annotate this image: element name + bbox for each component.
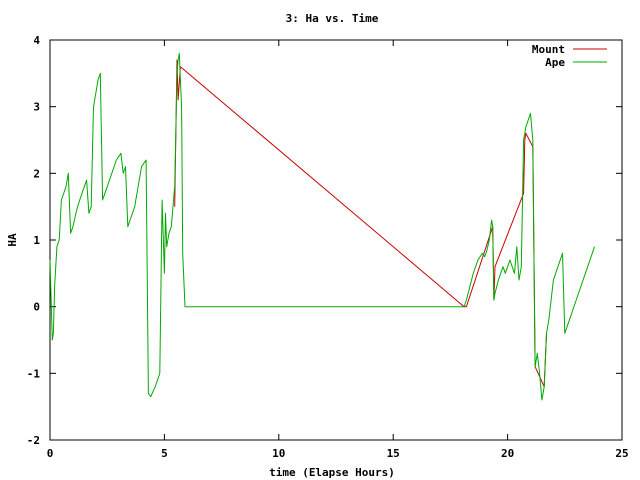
chart-title: 3: Ha vs. Time bbox=[286, 12, 379, 25]
x-tick-label: 20 bbox=[501, 447, 514, 460]
y-axis-label: HA bbox=[6, 233, 19, 247]
x-tick-label: 5 bbox=[161, 447, 168, 460]
y-tick-label: 4 bbox=[33, 34, 40, 47]
y-tick-label: 3 bbox=[33, 101, 40, 114]
x-tick-label: 15 bbox=[387, 447, 400, 460]
y-tick-label: -2 bbox=[27, 434, 40, 447]
x-axis-label: time (Elapse Hours) bbox=[269, 466, 395, 479]
y-tick-label: 1 bbox=[33, 234, 40, 247]
plot-frame bbox=[49, 39, 623, 441]
x-tick-label: 25 bbox=[615, 447, 628, 460]
y-tick-label: 0 bbox=[33, 301, 40, 314]
legend-label: Ape bbox=[545, 56, 565, 69]
axis-ticks: 0 5 10 15 20 25 -2 -1 0 1 2 3 4 bbox=[27, 34, 629, 460]
y-tick-label: -1 bbox=[27, 367, 41, 380]
series-layer bbox=[49, 52, 595, 401]
series-line-ape bbox=[49, 52, 595, 401]
x-tick-label: 10 bbox=[272, 447, 285, 460]
x-tick-label: 0 bbox=[47, 447, 54, 460]
y-tick-label: 2 bbox=[33, 167, 40, 180]
legend-label: Mount bbox=[532, 43, 565, 56]
